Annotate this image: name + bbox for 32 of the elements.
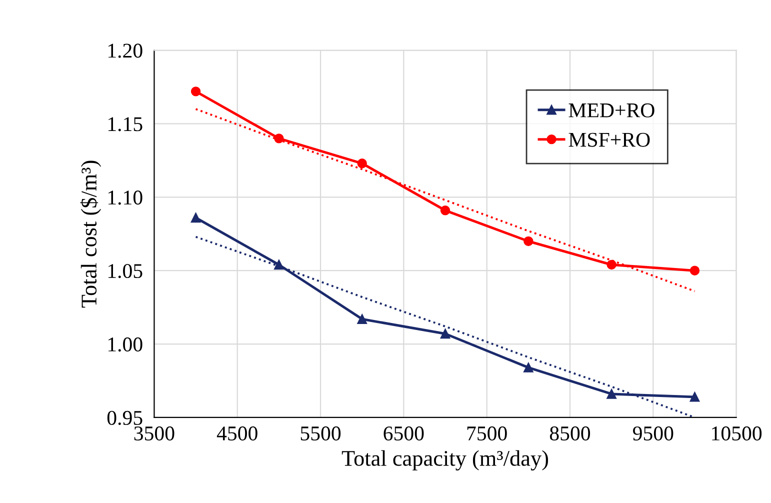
point (357, 158, 367, 168)
point (357, 314, 367, 324)
point (440, 206, 450, 216)
point (690, 266, 700, 276)
x-axis-title: Total capacity (m³/day) (342, 450, 548, 470)
x-tick-label: 3500 (134, 426, 174, 440)
point (606, 260, 616, 270)
point (274, 260, 284, 270)
x-tick-label: 10500 (712, 426, 762, 440)
y-axis-title: Total cost ($/m³) (80, 160, 102, 308)
y-tick-label: 1.00 (108, 337, 142, 352)
x-tick-label: 4500 (216, 426, 258, 440)
point (606, 389, 616, 399)
point (690, 392, 700, 402)
legend-label: MSF+RO (568, 132, 650, 147)
x-tick-label: 8500 (550, 426, 590, 440)
x-tick-label: 5500 (300, 426, 341, 440)
x-tick-label: 9500 (632, 426, 674, 440)
y-tick-label: 1.15 (108, 117, 142, 132)
legend-label: MED+RO (568, 103, 654, 118)
point (524, 236, 534, 246)
point (190, 212, 201, 223)
point (440, 328, 450, 339)
x-tick-label: 6500 (384, 426, 424, 440)
y-tick-label: 1.05 (108, 264, 142, 278)
point (274, 134, 284, 144)
y-tick-label: 1.10 (108, 190, 142, 205)
y-tick-label: 0.95 (107, 410, 142, 426)
point (524, 362, 534, 372)
y-tick-label: 1.20 (108, 44, 142, 58)
point (190, 86, 201, 96)
x-tick-label: 7500 (467, 426, 507, 440)
